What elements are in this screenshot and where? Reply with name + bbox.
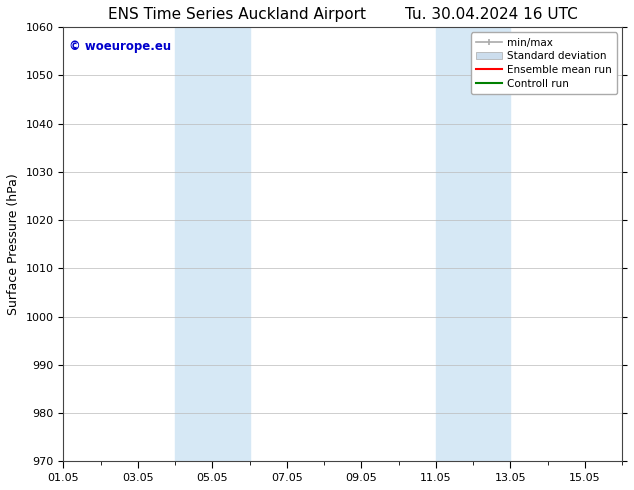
Legend: min/max, Standard deviation, Ensemble mean run, Controll run: min/max, Standard deviation, Ensemble me… xyxy=(470,32,617,94)
Bar xyxy=(175,27,250,461)
Text: © woeurope.eu: © woeurope.eu xyxy=(69,40,171,53)
Bar xyxy=(436,27,510,461)
Y-axis label: Surface Pressure (hPa): Surface Pressure (hPa) xyxy=(7,173,20,315)
Title: ENS Time Series Auckland Airport        Tu. 30.04.2024 16 UTC: ENS Time Series Auckland Airport Tu. 30.… xyxy=(108,7,578,22)
